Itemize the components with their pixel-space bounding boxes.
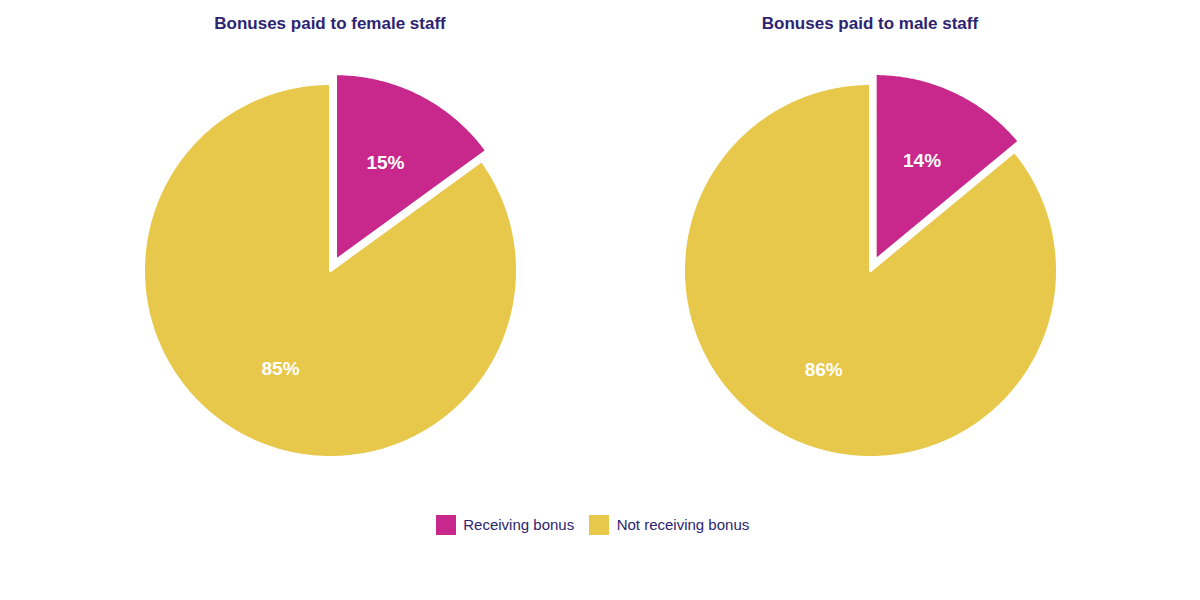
html-text:Not receiving bonus: Not receiving bonus bbox=[616, 516, 750, 533]
svg-text:14%: 14% bbox=[903, 150, 941, 171]
svg-text:85%: 85% bbox=[262, 358, 300, 379]
html-text:Bonuses paid to female staff: Bonuses paid to female staff bbox=[214, 14, 446, 33]
svg-text:15%: 15% bbox=[366, 152, 404, 173]
svg-text:86%: 86% bbox=[805, 359, 843, 380]
html-text:Bonuses paid to male staff: Bonuses paid to male staff bbox=[761, 14, 979, 33]
html-text:Receiving bonus: Receiving bonus bbox=[463, 516, 575, 533]
